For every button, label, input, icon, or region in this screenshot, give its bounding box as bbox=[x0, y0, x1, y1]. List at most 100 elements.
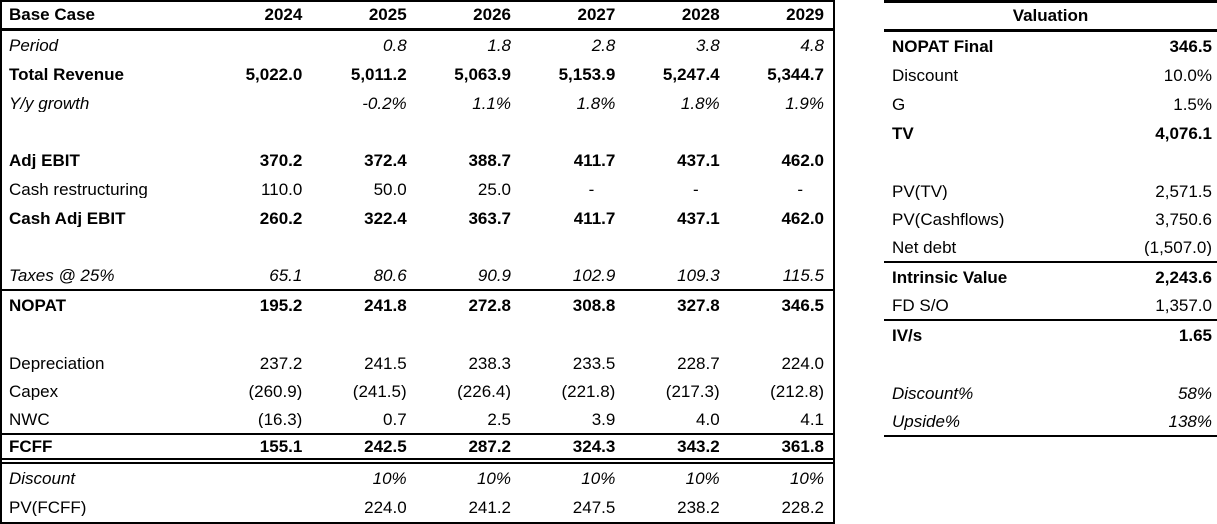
table-cell[interactable]: 2.8 bbox=[591, 36, 616, 54]
table-cell[interactable]: 4,076.1 bbox=[1155, 124, 1212, 142]
row-label[interactable]: Cash restructuring bbox=[9, 181, 148, 199]
table-cell[interactable]: -0.2% bbox=[362, 94, 407, 112]
table-cell[interactable]: 260.2 bbox=[259, 210, 303, 228]
row-label[interactable]: NOPAT Final bbox=[892, 37, 994, 55]
table-cell[interactable]: 372.4 bbox=[364, 152, 407, 170]
table-cell[interactable]: 224.0 bbox=[364, 499, 407, 517]
table-cell[interactable]: 65.1 bbox=[269, 266, 303, 284]
table-cell[interactable]: 411.7 bbox=[573, 210, 616, 228]
table-cell[interactable]: 5,153.9 bbox=[558, 65, 616, 83]
table-cell[interactable]: 4.8 bbox=[800, 36, 824, 54]
table-cell[interactable]: - bbox=[797, 181, 803, 199]
row-label[interactable]: Depreciation bbox=[9, 354, 105, 372]
row-label[interactable]: TV bbox=[892, 124, 914, 142]
table-cell[interactable]: 1.1% bbox=[472, 94, 511, 112]
row-label[interactable]: PV(TV) bbox=[892, 182, 948, 200]
row-label[interactable]: G bbox=[892, 95, 906, 113]
row-label[interactable]: FCFF bbox=[9, 438, 53, 456]
table-cell[interactable]: 247.5 bbox=[572, 499, 616, 517]
table-cell[interactable]: 228.2 bbox=[781, 499, 824, 517]
table-cell[interactable]: 361.8 bbox=[781, 438, 824, 456]
table-cell[interactable]: 5,247.4 bbox=[662, 65, 720, 83]
row-label[interactable]: PV(Cashflows) bbox=[892, 211, 1005, 229]
table-cell[interactable]: 241.5 bbox=[364, 354, 407, 372]
table-cell[interactable]: 237.2 bbox=[259, 354, 303, 372]
row-label[interactable]: Adj EBIT bbox=[9, 152, 80, 170]
row-label[interactable]: Capex bbox=[9, 383, 59, 401]
table-cell[interactable]: 4.0 bbox=[696, 411, 720, 429]
table-cell[interactable]: 241.2 bbox=[468, 499, 511, 517]
table-cell[interactable]: 3.9 bbox=[591, 411, 616, 429]
table-cell[interactable]: 5,011.2 bbox=[350, 65, 407, 83]
table-cell[interactable]: (16.3) bbox=[257, 411, 303, 429]
row-label[interactable]: Upside% bbox=[892, 413, 961, 431]
table-cell[interactable]: 1.8% bbox=[680, 94, 720, 112]
table-cell[interactable]: 238.2 bbox=[677, 499, 720, 517]
table-cell[interactable]: 308.8 bbox=[572, 296, 616, 314]
table-cell[interactable]: (241.5) bbox=[352, 383, 407, 401]
table-cell[interactable]: 343.2 bbox=[677, 438, 720, 456]
year-header[interactable]: 2029 bbox=[786, 6, 824, 24]
table-cell[interactable]: 363.7 bbox=[468, 210, 511, 228]
table-cell[interactable]: 10.0% bbox=[1163, 66, 1212, 84]
row-label[interactable]: Discount bbox=[892, 66, 959, 84]
row-label[interactable]: PV(FCFF) bbox=[9, 499, 87, 517]
table-cell[interactable]: (217.3) bbox=[665, 383, 720, 401]
table-cell[interactable]: 0.8 bbox=[383, 36, 407, 54]
table-cell[interactable]: 388.7 bbox=[468, 152, 511, 170]
table-cell[interactable]: 115.5 bbox=[782, 266, 824, 284]
table-cell[interactable]: 110.0 bbox=[261, 181, 303, 199]
table-cell[interactable]: 2,243.6 bbox=[1155, 269, 1212, 287]
table-cell[interactable]: 437.1 bbox=[677, 210, 720, 228]
table-cell[interactable]: - bbox=[692, 181, 699, 199]
table-cell[interactable]: 102.9 bbox=[572, 266, 616, 284]
row-label[interactable]: Taxes @ 25% bbox=[9, 266, 115, 284]
table-cell[interactable]: 80.6 bbox=[373, 266, 407, 284]
table-cell[interactable]: 346.5 bbox=[1169, 37, 1212, 55]
table-cell[interactable]: (1,507.0) bbox=[1143, 239, 1212, 257]
table-cell[interactable]: 10% bbox=[789, 470, 824, 488]
table-cell[interactable]: 10% bbox=[581, 470, 616, 488]
row-label[interactable]: Discount bbox=[9, 470, 76, 488]
table-cell[interactable]: 10% bbox=[372, 470, 407, 488]
table-cell[interactable]: 370.2 bbox=[259, 152, 303, 170]
table-cell[interactable]: 287.2 bbox=[468, 438, 511, 456]
table-cell[interactable]: 195.2 bbox=[259, 296, 303, 314]
table-cell[interactable]: 90.9 bbox=[477, 266, 511, 284]
year-header[interactable]: 2025 bbox=[368, 6, 407, 24]
table-cell[interactable]: (212.8) bbox=[770, 383, 824, 401]
table-cell[interactable]: (226.4) bbox=[457, 383, 511, 401]
table-cell[interactable]: 58% bbox=[1177, 385, 1212, 403]
table-cell[interactable]: 5,344.7 bbox=[767, 65, 824, 83]
table-cell[interactable]: 228.7 bbox=[677, 354, 720, 372]
year-header[interactable]: 2027 bbox=[577, 6, 616, 24]
table-cell[interactable]: 5,063.9 bbox=[454, 65, 511, 83]
table-cell[interactable]: 10% bbox=[476, 470, 511, 488]
table-cell[interactable]: 411.7 bbox=[573, 152, 616, 170]
row-label[interactable]: Y/y growth bbox=[9, 94, 90, 112]
table-cell[interactable]: 2,571.5 bbox=[1155, 182, 1212, 200]
row-label[interactable]: Period bbox=[9, 36, 59, 54]
table-cell[interactable]: (221.8) bbox=[561, 383, 616, 401]
year-header[interactable]: 2026 bbox=[473, 6, 511, 24]
row-label[interactable]: Discount% bbox=[892, 385, 974, 403]
table-cell[interactable]: 1.5% bbox=[1173, 95, 1212, 113]
row-label[interactable]: Intrinsic Value bbox=[892, 269, 1008, 287]
table-cell[interactable]: 1.8% bbox=[576, 94, 616, 112]
row-label[interactable]: Total Revenue bbox=[9, 65, 124, 83]
row-label[interactable]: NOPAT bbox=[9, 296, 66, 314]
table-cell[interactable]: 327.8 bbox=[677, 296, 720, 314]
table-cell[interactable]: 0.7 bbox=[383, 411, 407, 429]
row-label[interactable]: NWC bbox=[9, 411, 50, 429]
table-cell[interactable]: 233.5 bbox=[572, 354, 616, 372]
year-header[interactable]: 2024 bbox=[264, 6, 303, 24]
table-cell[interactable]: - bbox=[588, 181, 595, 199]
table-cell[interactable]: 324.3 bbox=[572, 438, 616, 456]
table-cell[interactable]: 109.3 bbox=[677, 266, 720, 284]
table-cell[interactable]: 346.5 bbox=[781, 296, 824, 314]
table-cell[interactable]: 10% bbox=[685, 470, 720, 488]
table-cell[interactable]: 241.8 bbox=[364, 296, 407, 314]
table-cell[interactable]: 1,357.0 bbox=[1155, 297, 1212, 315]
table-cell[interactable]: 238.3 bbox=[468, 354, 511, 372]
table-cell[interactable]: 242.5 bbox=[364, 438, 407, 456]
